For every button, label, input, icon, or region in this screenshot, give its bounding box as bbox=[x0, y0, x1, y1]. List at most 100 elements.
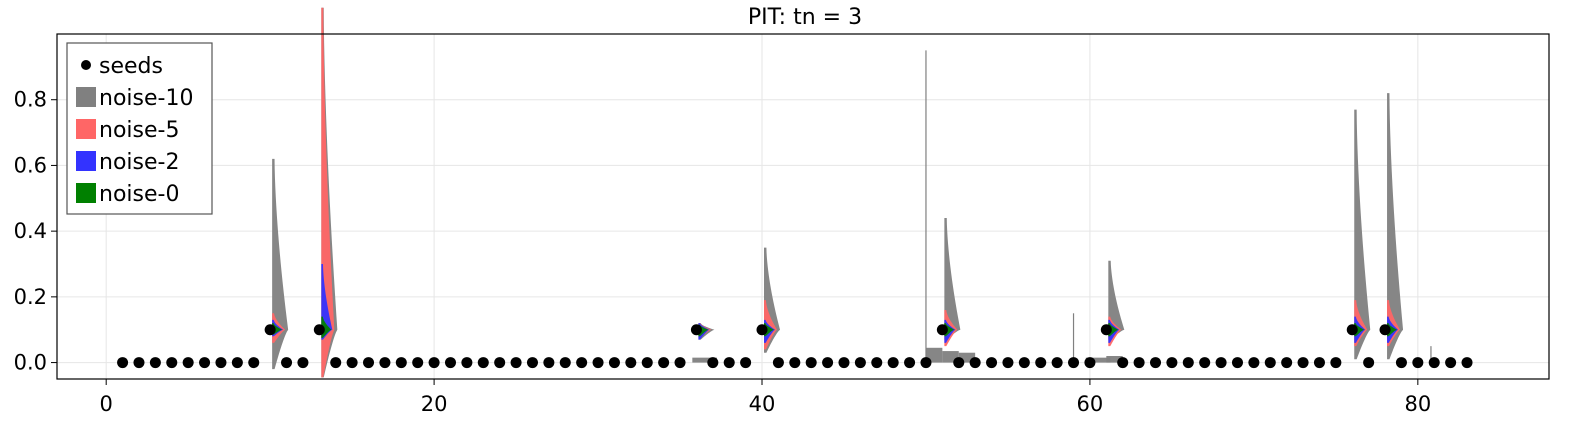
seed-point bbox=[1297, 357, 1309, 369]
seed-point bbox=[936, 324, 948, 336]
seed-point bbox=[854, 357, 866, 369]
seed-point bbox=[1215, 357, 1227, 369]
legend-swatch-noise-10 bbox=[76, 87, 96, 107]
seed-point bbox=[477, 357, 489, 369]
seed-point bbox=[1461, 357, 1473, 369]
noise-0-distribution bbox=[764, 323, 775, 337]
seed-point bbox=[608, 357, 620, 369]
axes: 0 20 40 60 80 0.0 0.2 0.4 0.6 0.8 bbox=[14, 88, 1432, 416]
seed-point bbox=[1068, 357, 1080, 369]
legend-swatch-noise-2 bbox=[76, 151, 96, 171]
seed-point bbox=[690, 324, 702, 336]
seed-point bbox=[1428, 357, 1440, 369]
seed-point bbox=[1363, 357, 1375, 369]
seed-point bbox=[133, 357, 145, 369]
legend-label-noise-0: noise-0 bbox=[99, 182, 179, 207]
legend-swatch-noise-5 bbox=[76, 119, 96, 139]
seed-point bbox=[838, 357, 850, 369]
legend-label-noise-10: noise-10 bbox=[99, 86, 193, 111]
seed-point bbox=[1248, 357, 1260, 369]
seed-point bbox=[346, 357, 358, 369]
legend-marker-seeds bbox=[81, 60, 91, 70]
seed-point bbox=[871, 357, 883, 369]
seed-point bbox=[264, 324, 276, 336]
seed-point bbox=[1231, 357, 1243, 369]
seed-point bbox=[444, 357, 456, 369]
noise-5-distribution bbox=[321, 7, 335, 378]
seed-point bbox=[1264, 357, 1276, 369]
seed-point bbox=[559, 357, 571, 369]
seed-point bbox=[1330, 357, 1342, 369]
seed-point bbox=[969, 357, 981, 369]
noise-0-distribution bbox=[1108, 323, 1119, 337]
seed-point bbox=[1117, 357, 1129, 369]
seed-point bbox=[494, 357, 506, 369]
seed-point bbox=[723, 357, 735, 369]
y-tick-label: 0.6 bbox=[14, 153, 47, 177]
seed-point bbox=[1100, 324, 1112, 336]
seed-point bbox=[1412, 357, 1424, 369]
seed-point bbox=[1199, 357, 1211, 369]
y-tick-label: 0.2 bbox=[14, 285, 47, 309]
seed-point bbox=[1166, 357, 1178, 369]
seed-point bbox=[641, 357, 653, 369]
x-tick-label: 60 bbox=[1077, 392, 1104, 416]
plot-frame bbox=[56, 33, 1550, 380]
seed-point bbox=[1346, 324, 1358, 336]
seed-point bbox=[674, 357, 686, 369]
legend-label-noise-2: noise-2 bbox=[99, 150, 179, 175]
seed-point bbox=[756, 324, 768, 336]
legend-label-seeds: seeds bbox=[99, 54, 163, 79]
noise-10-distribution bbox=[272, 158, 289, 370]
chart-title: PIT: tn = 3 bbox=[748, 5, 862, 30]
seed-point bbox=[1445, 357, 1457, 369]
noise-0-distribution bbox=[1387, 323, 1398, 337]
x-tick-label: 0 bbox=[99, 392, 112, 416]
seed-point bbox=[1018, 357, 1030, 369]
seed-point bbox=[215, 357, 227, 369]
x-tick-label: 40 bbox=[749, 392, 776, 416]
noise-10-distribution bbox=[1354, 109, 1371, 360]
seed-point bbox=[592, 357, 604, 369]
seed-point bbox=[822, 357, 834, 369]
seed-point bbox=[1084, 357, 1096, 369]
seed-point bbox=[740, 357, 752, 369]
seed-point bbox=[166, 357, 178, 369]
y-tick-label: 0.8 bbox=[14, 88, 47, 112]
noise-10-distribution bbox=[1387, 93, 1404, 360]
seed-point bbox=[658, 357, 670, 369]
seed-point bbox=[1395, 357, 1407, 369]
y-tick-label: 0.0 bbox=[14, 351, 47, 375]
noise-0-distribution bbox=[1354, 323, 1365, 337]
noise-10-baseline-bar bbox=[1106, 356, 1123, 363]
legend-swatch-noise-0 bbox=[76, 183, 96, 203]
seed-point bbox=[313, 324, 325, 336]
x-tick-label: 80 bbox=[1404, 392, 1431, 416]
seed-point bbox=[149, 357, 161, 369]
seed-point bbox=[379, 357, 391, 369]
noise-10-baseline-bar bbox=[925, 347, 943, 363]
seed-point bbox=[248, 357, 260, 369]
distributions bbox=[272, 7, 1432, 378]
seed-point bbox=[330, 357, 342, 369]
seed-point bbox=[363, 357, 375, 369]
seed-point bbox=[297, 357, 309, 369]
seed-point bbox=[395, 357, 407, 369]
seed-point bbox=[231, 357, 243, 369]
noise-0-distribution bbox=[944, 323, 955, 337]
noise-10-baseline-bar bbox=[1085, 357, 1111, 363]
seed-point bbox=[1133, 357, 1145, 369]
x-tick-label: 20 bbox=[421, 392, 448, 416]
seed-point bbox=[1051, 357, 1063, 369]
seed-point bbox=[920, 357, 932, 369]
seed-point bbox=[986, 357, 998, 369]
noise-10-distribution bbox=[944, 218, 961, 340]
seed-point bbox=[707, 357, 719, 369]
seed-point bbox=[625, 357, 637, 369]
seed-point bbox=[1313, 357, 1325, 369]
noise-10-baseline-bar bbox=[692, 357, 717, 363]
seed-point bbox=[412, 357, 424, 369]
noise-10-distribution bbox=[1108, 260, 1125, 340]
seed-point bbox=[510, 357, 522, 369]
